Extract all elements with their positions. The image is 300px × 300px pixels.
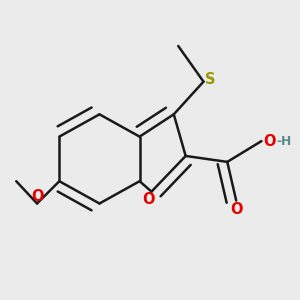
Text: -H: -H bbox=[276, 135, 292, 148]
Text: S: S bbox=[205, 72, 215, 87]
Text: O: O bbox=[230, 202, 242, 217]
Text: O: O bbox=[263, 134, 276, 148]
Text: O: O bbox=[142, 192, 155, 207]
Text: O: O bbox=[32, 189, 44, 204]
